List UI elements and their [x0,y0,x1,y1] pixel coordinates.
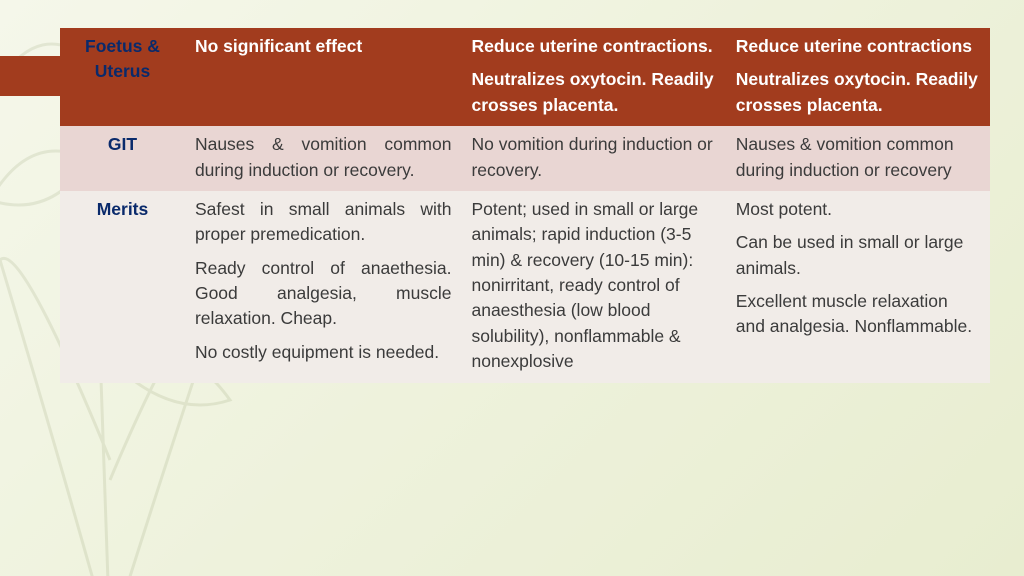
cell-paragraph: No significant effect [195,34,452,59]
cell-paragraph: Most potent. [736,197,980,222]
cell-paragraph: Neutralizes oxytocin. Readily crosses pl… [471,67,715,118]
table-cell: Nauses & vomition common during inductio… [726,126,990,191]
table-row: Foetus & Uterus No significant effect Redu… [60,28,990,126]
cell-paragraph: Neutralizes oxytocin. Readily crosses pl… [736,67,980,118]
cell-paragraph: Reduce uterine contractions [736,34,980,59]
table-row: GITNauses & vomition common during induc… [60,126,990,191]
cell-paragraph: Nauses & vomition common during inductio… [736,132,980,183]
row-header: GIT [60,126,185,191]
row-header: Foetus & Uterus [60,28,185,126]
table-cell: Potent; used in small or large animals; … [461,191,725,383]
table-cell: No significant effect [185,28,462,126]
cell-paragraph: Safest in small animals with proper prem… [195,197,452,248]
table-cell: Nauses & vomition common during inductio… [185,126,462,191]
table-cell: Safest in small animals with proper prem… [185,191,462,383]
table-cell: Most potent. Can be used in small or lar… [726,191,990,383]
cell-paragraph: Excellent muscle relaxation and analgesi… [736,289,980,340]
table-cell: Reduce uterine contractions. Neutralizes… [461,28,725,126]
cell-paragraph: Potent; used in small or large animals; … [471,197,715,375]
comparison-table: Foetus & Uterus No significant effect Redu… [60,28,990,383]
table-cell: Reduce uterine contractions Neutralizes … [726,28,990,126]
cell-paragraph: No vomition during induction or recovery… [471,132,715,183]
row-header: Merits [60,191,185,383]
cell-paragraph: Nauses & vomition common during inductio… [195,132,452,183]
cell-paragraph: Reduce uterine contractions. [471,34,715,59]
accent-bar [0,56,60,96]
cell-paragraph: No costly equipment is needed. [195,340,452,365]
table-body: Foetus & Uterus No significant effect Redu… [60,28,990,383]
table-row: MeritsSafest in small animals with prope… [60,191,990,383]
cell-paragraph: Ready control of anaethesia. Good analge… [195,256,452,332]
table-cell: No vomition during induction or recovery… [461,126,725,191]
cell-paragraph: Can be used in small or large animals. [736,230,980,281]
